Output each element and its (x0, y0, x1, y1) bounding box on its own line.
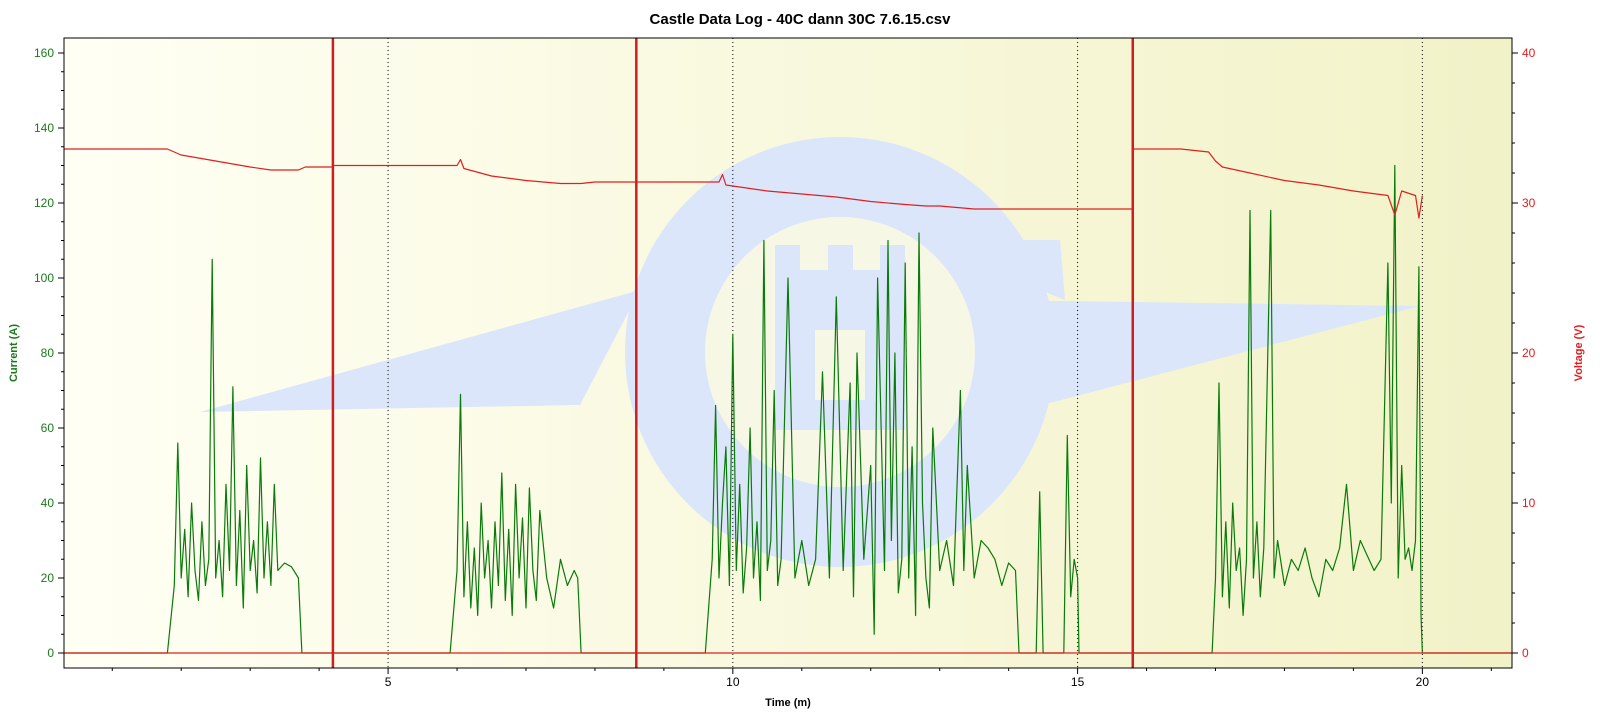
watermark-tower-merlon (828, 245, 853, 275)
y-left-tick-label: 0 (47, 646, 54, 660)
left-axis: 0 20 40 60 80 100 120 140 160 (34, 46, 64, 660)
y-axis-right-label: Voltage (V) (1573, 324, 1585, 381)
x-tick-label: 20 (1416, 675, 1430, 689)
y-left-tick-label: 120 (34, 196, 54, 210)
watermark-tower-merlon (775, 245, 800, 275)
watermark-swoosh-left (200, 290, 640, 412)
y-left-tick-label: 40 (41, 496, 55, 510)
x-tick-label: 5 (385, 675, 392, 689)
right-axis: 0 10 20 30 40 (1512, 46, 1536, 660)
y-left-tick-label: 20 (41, 571, 55, 585)
y-right-tick-label: 30 (1522, 196, 1536, 210)
y-right-tick-label: 20 (1522, 346, 1536, 360)
y-right-tick-label: 0 (1522, 646, 1529, 660)
x-tick-label: 15 (1071, 675, 1085, 689)
marker-lines (331, 38, 1135, 668)
chart-title: Castle Data Log - 40C dann 30C 7.6.15.cs… (650, 11, 952, 28)
y-right-tick-label: 10 (1522, 496, 1536, 510)
y-axis-left-label: Current (A) (8, 324, 20, 382)
y-left-tick-label: 100 (34, 271, 54, 285)
y-left-tick-label: 60 (41, 421, 55, 435)
x-grid-lines (387, 38, 1423, 668)
x-tick-label: 10 (726, 675, 740, 689)
x-axis: 5 10 15 20 (111, 668, 1492, 689)
y-left-tick-label: 80 (41, 346, 55, 360)
y-left-tick-label: 160 (34, 46, 54, 60)
watermark-tower-merlon (880, 245, 905, 275)
castle-logo-watermark (200, 137, 1420, 567)
y-left-tick-label: 140 (34, 121, 54, 135)
watermark-bolt (935, 240, 1065, 300)
watermark-swoosh-right (985, 300, 1420, 420)
x-axis-label: Time (m) (765, 697, 811, 709)
y-right-tick-label: 40 (1522, 46, 1536, 60)
current-series-line (64, 164, 1512, 654)
